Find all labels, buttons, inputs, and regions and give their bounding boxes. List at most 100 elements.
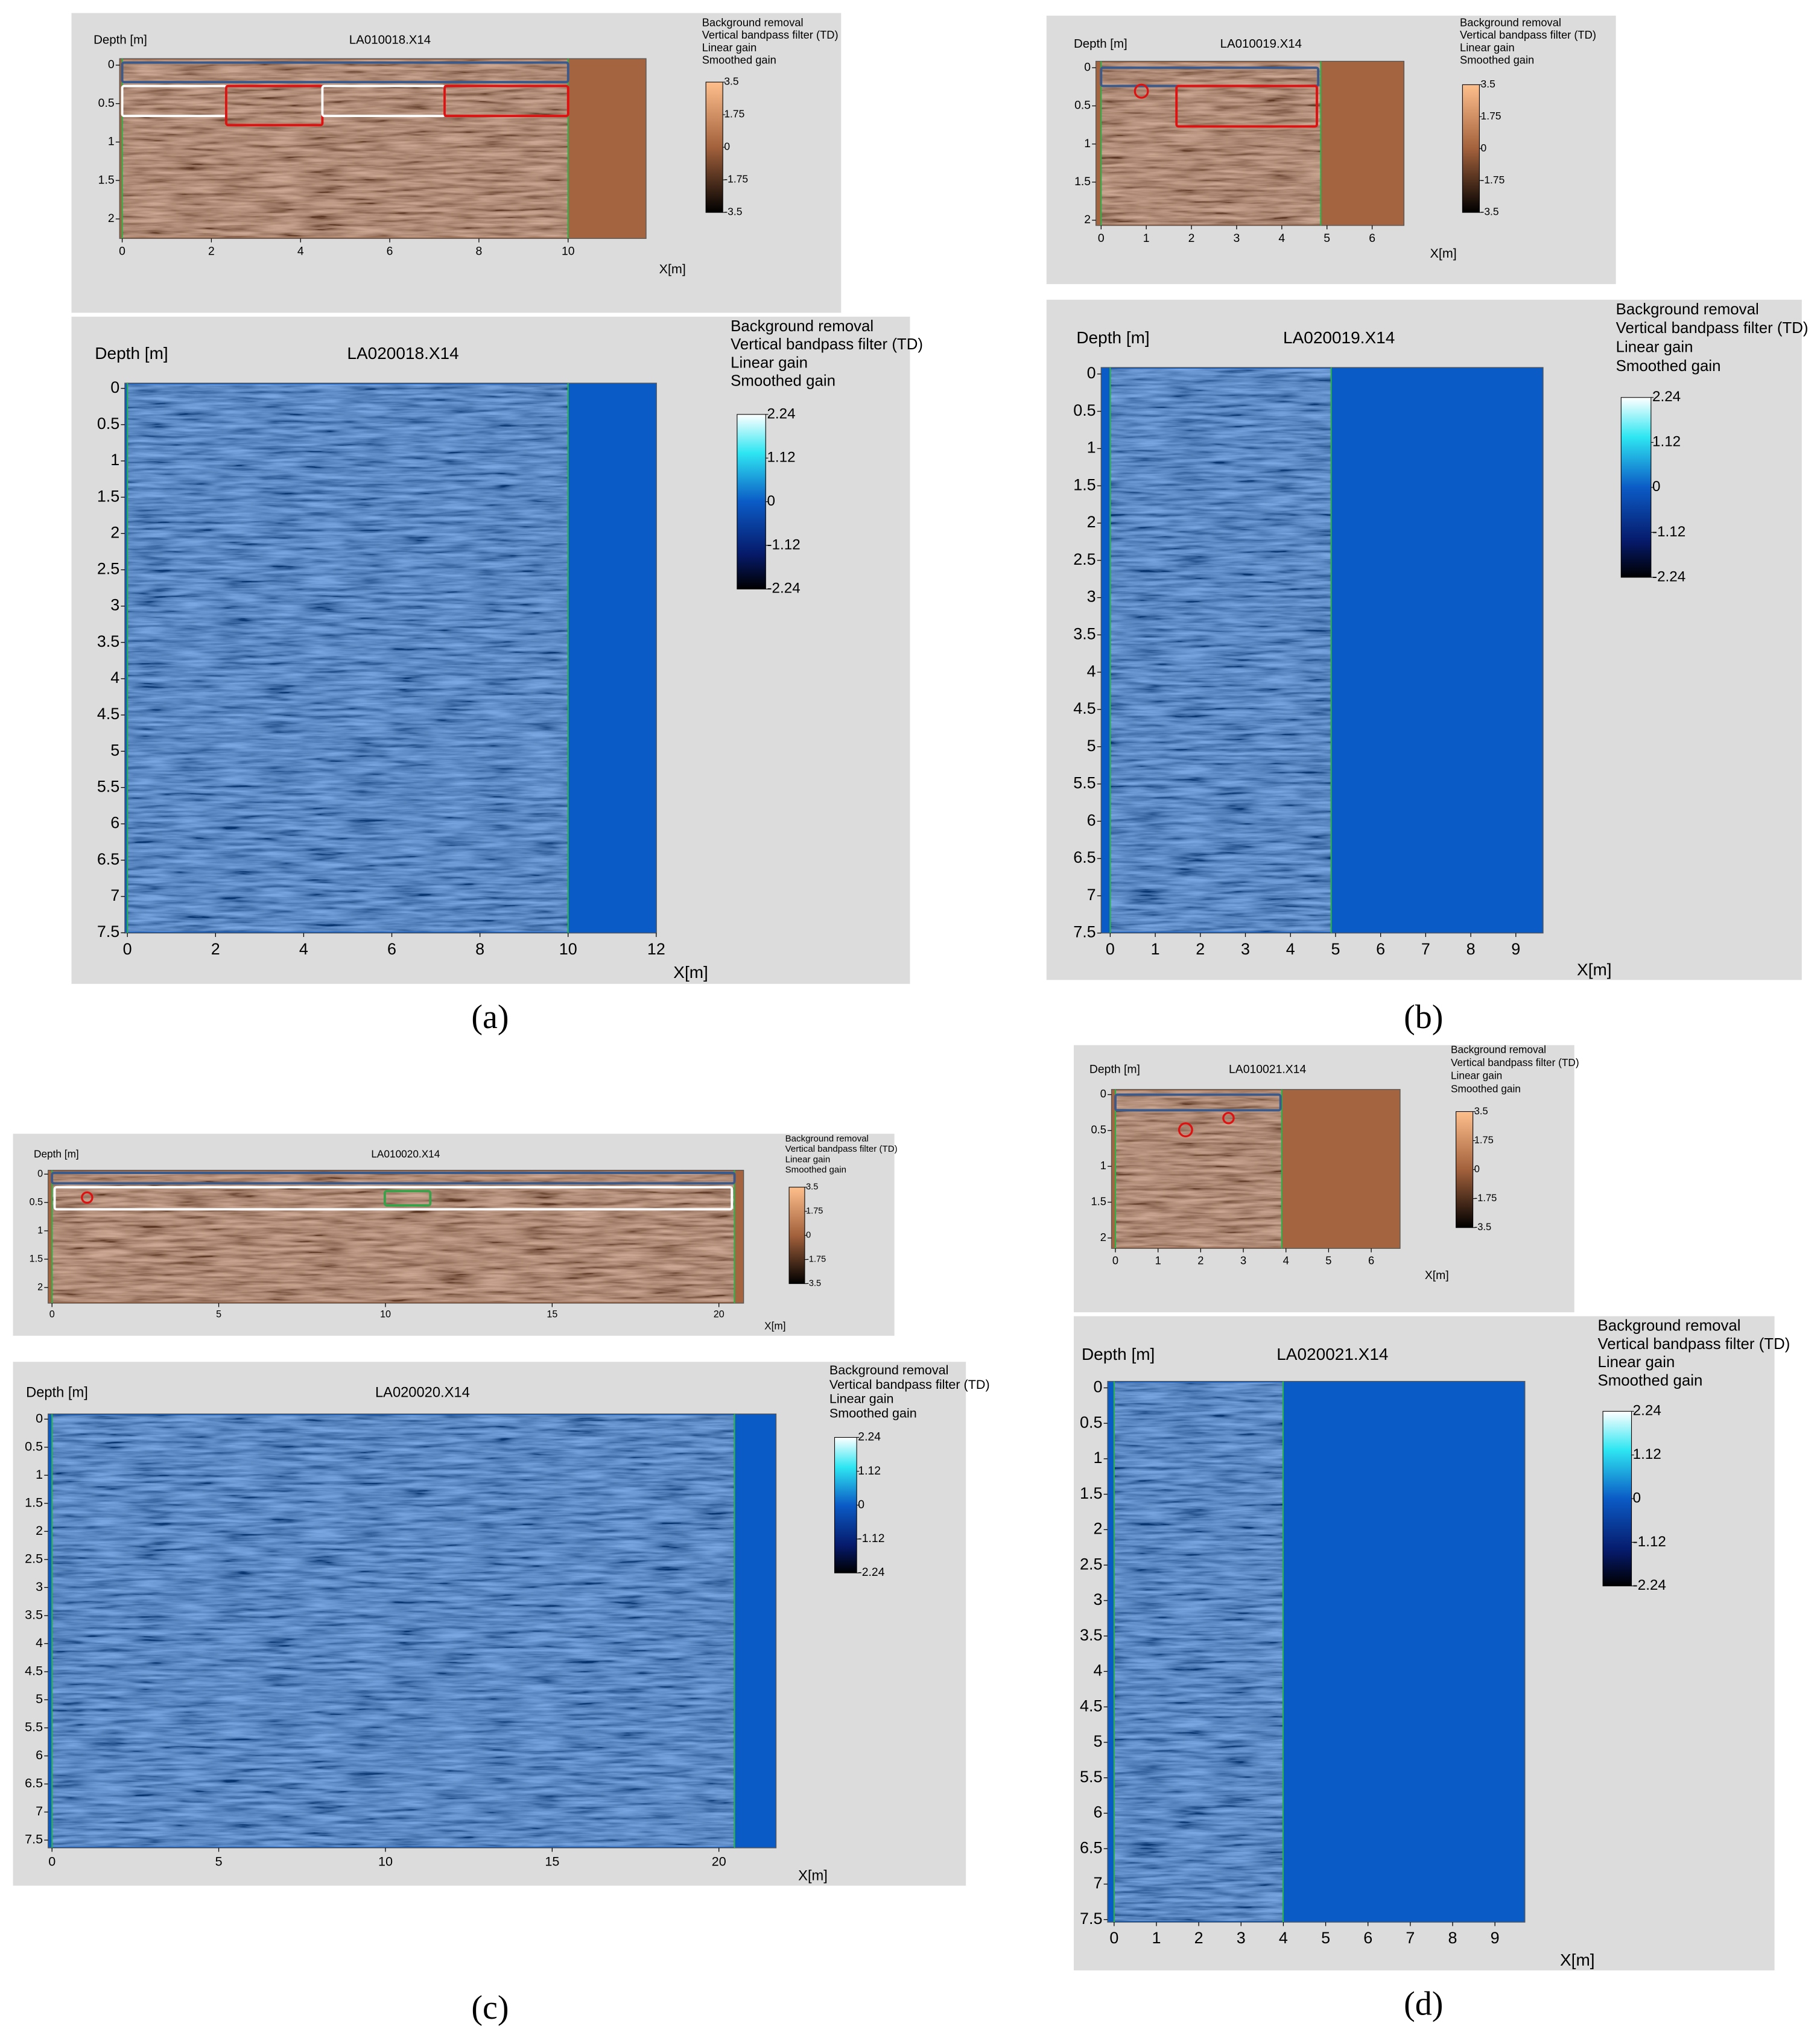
colorbar-tick-label: 3.5 [724, 75, 738, 87]
x-tick-label: 6 [387, 940, 396, 958]
y-tick-label: 1 [1084, 137, 1091, 150]
x-tick-label: 3 [1240, 1254, 1246, 1266]
radargram-texture [122, 60, 568, 238]
colorbar [737, 414, 766, 589]
colorbar-tick-label: -3.5 [724, 206, 742, 218]
y-tick-label: 0.5 [30, 1196, 43, 1207]
filter-name: Linear gain [785, 1154, 831, 1164]
colorbar-tick-label: 2.24 [1633, 1403, 1661, 1419]
filter-name: Smoothed gain [731, 373, 835, 390]
radargram-window: LA010021.X14 Depth [m] X[m] Background remo… [1074, 1044, 1579, 1313]
x-tick-label: 0 [1112, 1254, 1118, 1266]
x-tick-label: 15 [545, 1853, 559, 1868]
filter-name: Linear gain [1616, 339, 1693, 356]
y-tick-label: 5.5 [1073, 774, 1095, 792]
radargram-texture [1110, 369, 1331, 932]
colorbar-tick-label: -1.75 [724, 173, 748, 185]
y-tick-label: 4 [110, 668, 119, 687]
colorbar-tick-label: 0 [724, 141, 730, 153]
filter-name: Background removal [1597, 1318, 1740, 1335]
y-tick-label: 2 [36, 1523, 43, 1538]
y-tick-label: 3.5 [1073, 624, 1095, 643]
x-tick-label: 2 [1194, 1929, 1203, 1947]
y-tick-label: 1.5 [25, 1494, 43, 1509]
colorbar-tick-label: 2.24 [767, 405, 795, 422]
x-tick-label: 4 [1283, 1254, 1289, 1266]
y-tick-label: 3 [1087, 588, 1096, 606]
annotation-box [51, 1172, 736, 1185]
y-tick-label: 3.5 [25, 1607, 43, 1622]
radargram-texture [1101, 62, 1321, 224]
y-tick-label: 2 [108, 212, 115, 225]
y-tick-label: 4.5 [1080, 1697, 1102, 1715]
colorbar-tick-label: -1.12 [767, 536, 800, 553]
x-tick-label: 0 [1109, 1929, 1118, 1947]
y-tick-label: 1.5 [1080, 1484, 1102, 1502]
y-tick-label: 4 [36, 1635, 43, 1650]
x-tick-label: 4 [1286, 940, 1295, 958]
colorbar [788, 1187, 805, 1284]
y-tick-label: 7.5 [1080, 1909, 1102, 1928]
y-tick-label: 5 [1087, 737, 1096, 755]
colorbar [705, 81, 723, 213]
filter-name: Vertical bandpass filter (TD) [1597, 1336, 1790, 1353]
filter-name: Smoothed gain [1597, 1372, 1702, 1389]
y-tick-label: 1.5 [1091, 1195, 1106, 1207]
panel: (a) LA010018.X14 Depth [m] X[m] Background r… [71, 13, 923, 1036]
y-tick-label: 3 [110, 596, 119, 614]
y-tick-label: 1 [36, 1467, 43, 1482]
panel: (c) LA010020.X14 Depth [m] X[m] Background r… [13, 1134, 990, 2027]
x-tick-label: 0 [119, 244, 125, 258]
colorbar-tick-label: 2.24 [1652, 389, 1681, 405]
filter-name: Linear gain [1597, 1354, 1675, 1371]
colorbar-tick-label: -1.12 [1652, 524, 1685, 540]
colorbar [1462, 84, 1480, 213]
colorbar-tick-label: 0 [1474, 1164, 1480, 1175]
colorbar-tick-label: 1.12 [1633, 1446, 1661, 1462]
radargram-texture [127, 384, 568, 932]
y-axis-label: Depth [m] [1074, 37, 1127, 51]
y-axis-label: Depth [m] [26, 1385, 88, 1400]
radargram-texture [52, 1171, 735, 1302]
panel-label: (c) [471, 1989, 509, 2027]
filter-name: Linear gain [1460, 41, 1515, 54]
x-tick-label: 8 [1448, 1929, 1457, 1947]
x-tick-label: 3 [1234, 232, 1240, 245]
figure-content: (a) LA010018.X14 Depth [m] X[m] Background r… [13, 13, 1809, 2027]
radargram-texture [52, 1415, 735, 1847]
y-tick-label: 2 [1084, 213, 1091, 226]
radargram-title: LA010020.X14 [371, 1148, 440, 1160]
x-tick-label: 10 [562, 244, 575, 258]
x-tick-label: 0 [1106, 940, 1115, 958]
colorbar-tick-label: 1.75 [724, 108, 744, 120]
annotation-circle [1222, 1112, 1235, 1125]
annotation-box [121, 61, 569, 84]
x-tick-label: 10 [378, 1853, 393, 1868]
y-tick-label: 6 [36, 1747, 43, 1762]
filter-name: Vertical bandpass filter (TD) [1451, 1056, 1579, 1068]
colorbar-tick-label: -2.24 [1652, 568, 1685, 585]
colorbar-tick-label: 1.75 [1474, 1135, 1494, 1146]
y-tick-label: 3.5 [1080, 1626, 1102, 1644]
y-axis-label: Depth [m] [34, 1148, 79, 1160]
y-tick-label: 6 [1093, 1803, 1102, 1821]
y-tick-label: 6 [1087, 811, 1096, 829]
filter-name: Smoothed gain [702, 53, 776, 66]
panel-label: (a) [471, 998, 509, 1036]
y-tick-label: 5.5 [25, 1719, 43, 1735]
y-tick-label: 2 [37, 1281, 43, 1292]
colorbar-tick-label: 1.75 [806, 1207, 823, 1216]
x-tick-label: 3 [1241, 940, 1250, 958]
radargram-window: LA010020.X14 Depth [m] X[m] Background remo… [13, 1134, 898, 1336]
filter-name: Background removal [702, 16, 804, 29]
x-tick-label: 12 [647, 940, 665, 958]
y-tick-label: 7.5 [25, 1832, 43, 1847]
radargram-title: LA020019.X14 [1283, 328, 1395, 347]
colorbar-tick-label: -1.12 [858, 1532, 884, 1545]
x-tick-label: 1 [1143, 232, 1150, 245]
y-tick-label: 3 [1093, 1590, 1102, 1608]
y-tick-label: 2.5 [1080, 1555, 1102, 1573]
y-tick-label: 6.5 [25, 1776, 43, 1791]
x-tick-label: 5 [216, 1309, 221, 1320]
colorbar-tick-label: -3.5 [1481, 206, 1499, 218]
